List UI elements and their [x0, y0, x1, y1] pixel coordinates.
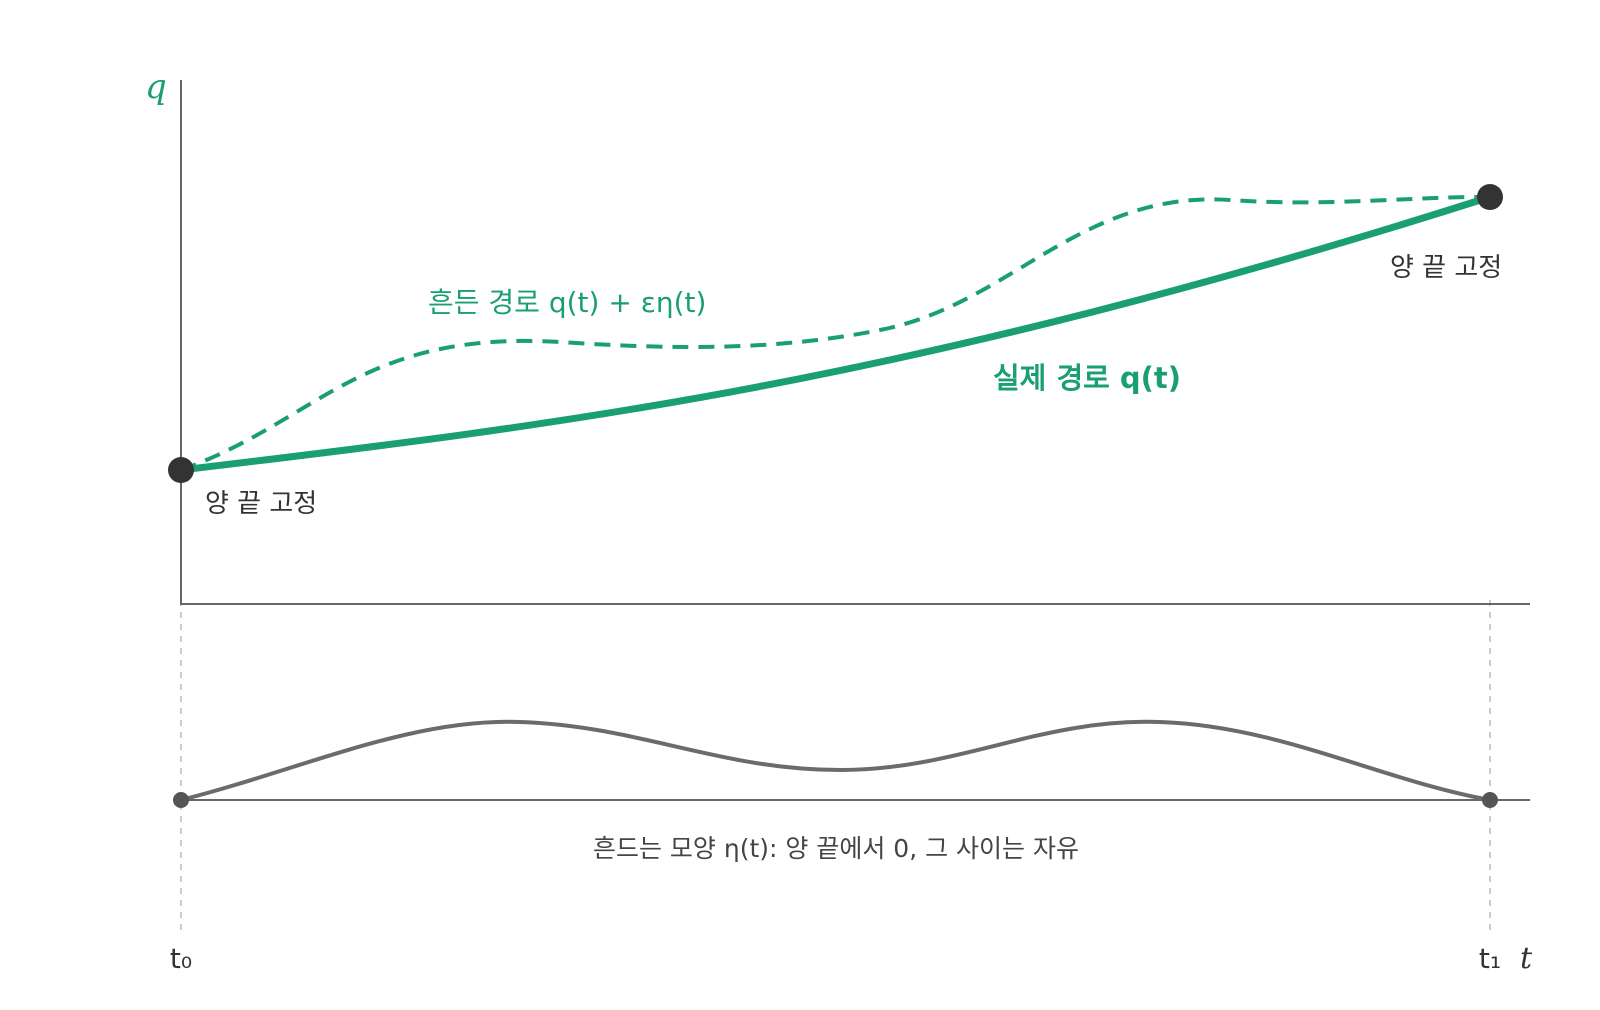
varied-path-label: 흔든 경로 q(t) + εη(t)	[428, 286, 706, 319]
t-start-label: t₀	[170, 942, 192, 975]
x-axis-label: t	[1520, 941, 1533, 976]
eta-start-point	[173, 792, 189, 808]
varied-path-curve	[180, 194, 1491, 472]
eta-end-point	[1482, 792, 1498, 808]
fixed-start-point	[168, 457, 194, 483]
t-end-label: t₁	[1479, 942, 1501, 975]
actual-path-label: 실제 경로 q(t)	[993, 361, 1181, 395]
actual-path-curve	[177, 193, 1494, 474]
fixed-end-point	[1477, 184, 1503, 210]
fixed-end-label: 양 끝 고정	[1390, 253, 1502, 283]
eta-curve	[180, 719, 1491, 802]
eta-caption: 흔드는 모양 η(t): 양 끝에서 0, 그 사이는 자유	[593, 834, 1079, 863]
y-axis-label: q	[145, 67, 167, 107]
fixed-start-label: 양 끝 고정	[205, 489, 317, 519]
